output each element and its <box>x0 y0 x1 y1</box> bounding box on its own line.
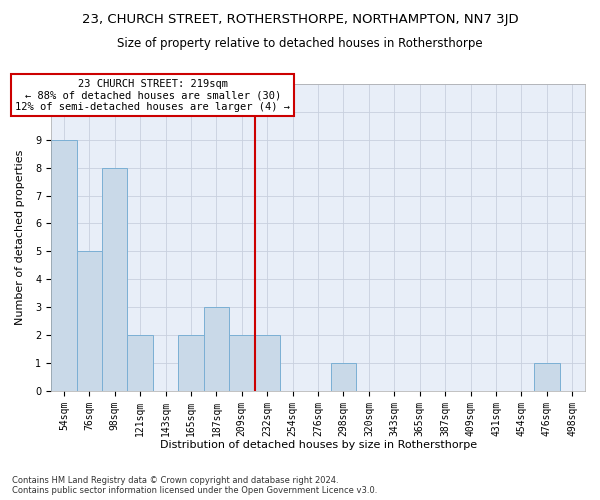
Bar <box>102 168 127 391</box>
Text: 23, CHURCH STREET, ROTHERSTHORPE, NORTHAMPTON, NN7 3JD: 23, CHURCH STREET, ROTHERSTHORPE, NORTHA… <box>82 12 518 26</box>
Text: 23 CHURCH STREET: 219sqm
← 88% of detached houses are smaller (30)
12% of semi-d: 23 CHURCH STREET: 219sqm ← 88% of detach… <box>16 78 290 112</box>
Bar <box>77 252 102 391</box>
X-axis label: Distribution of detached houses by size in Rothersthorpe: Distribution of detached houses by size … <box>160 440 476 450</box>
Bar <box>229 335 254 391</box>
Text: Size of property relative to detached houses in Rothersthorpe: Size of property relative to detached ho… <box>117 38 483 51</box>
Bar <box>203 307 229 391</box>
Bar <box>127 335 153 391</box>
Y-axis label: Number of detached properties: Number of detached properties <box>15 150 25 325</box>
Text: Contains HM Land Registry data © Crown copyright and database right 2024.
Contai: Contains HM Land Registry data © Crown c… <box>12 476 377 495</box>
Bar <box>534 363 560 391</box>
Bar <box>331 363 356 391</box>
Bar <box>254 335 280 391</box>
Bar <box>178 335 203 391</box>
Bar <box>51 140 77 391</box>
